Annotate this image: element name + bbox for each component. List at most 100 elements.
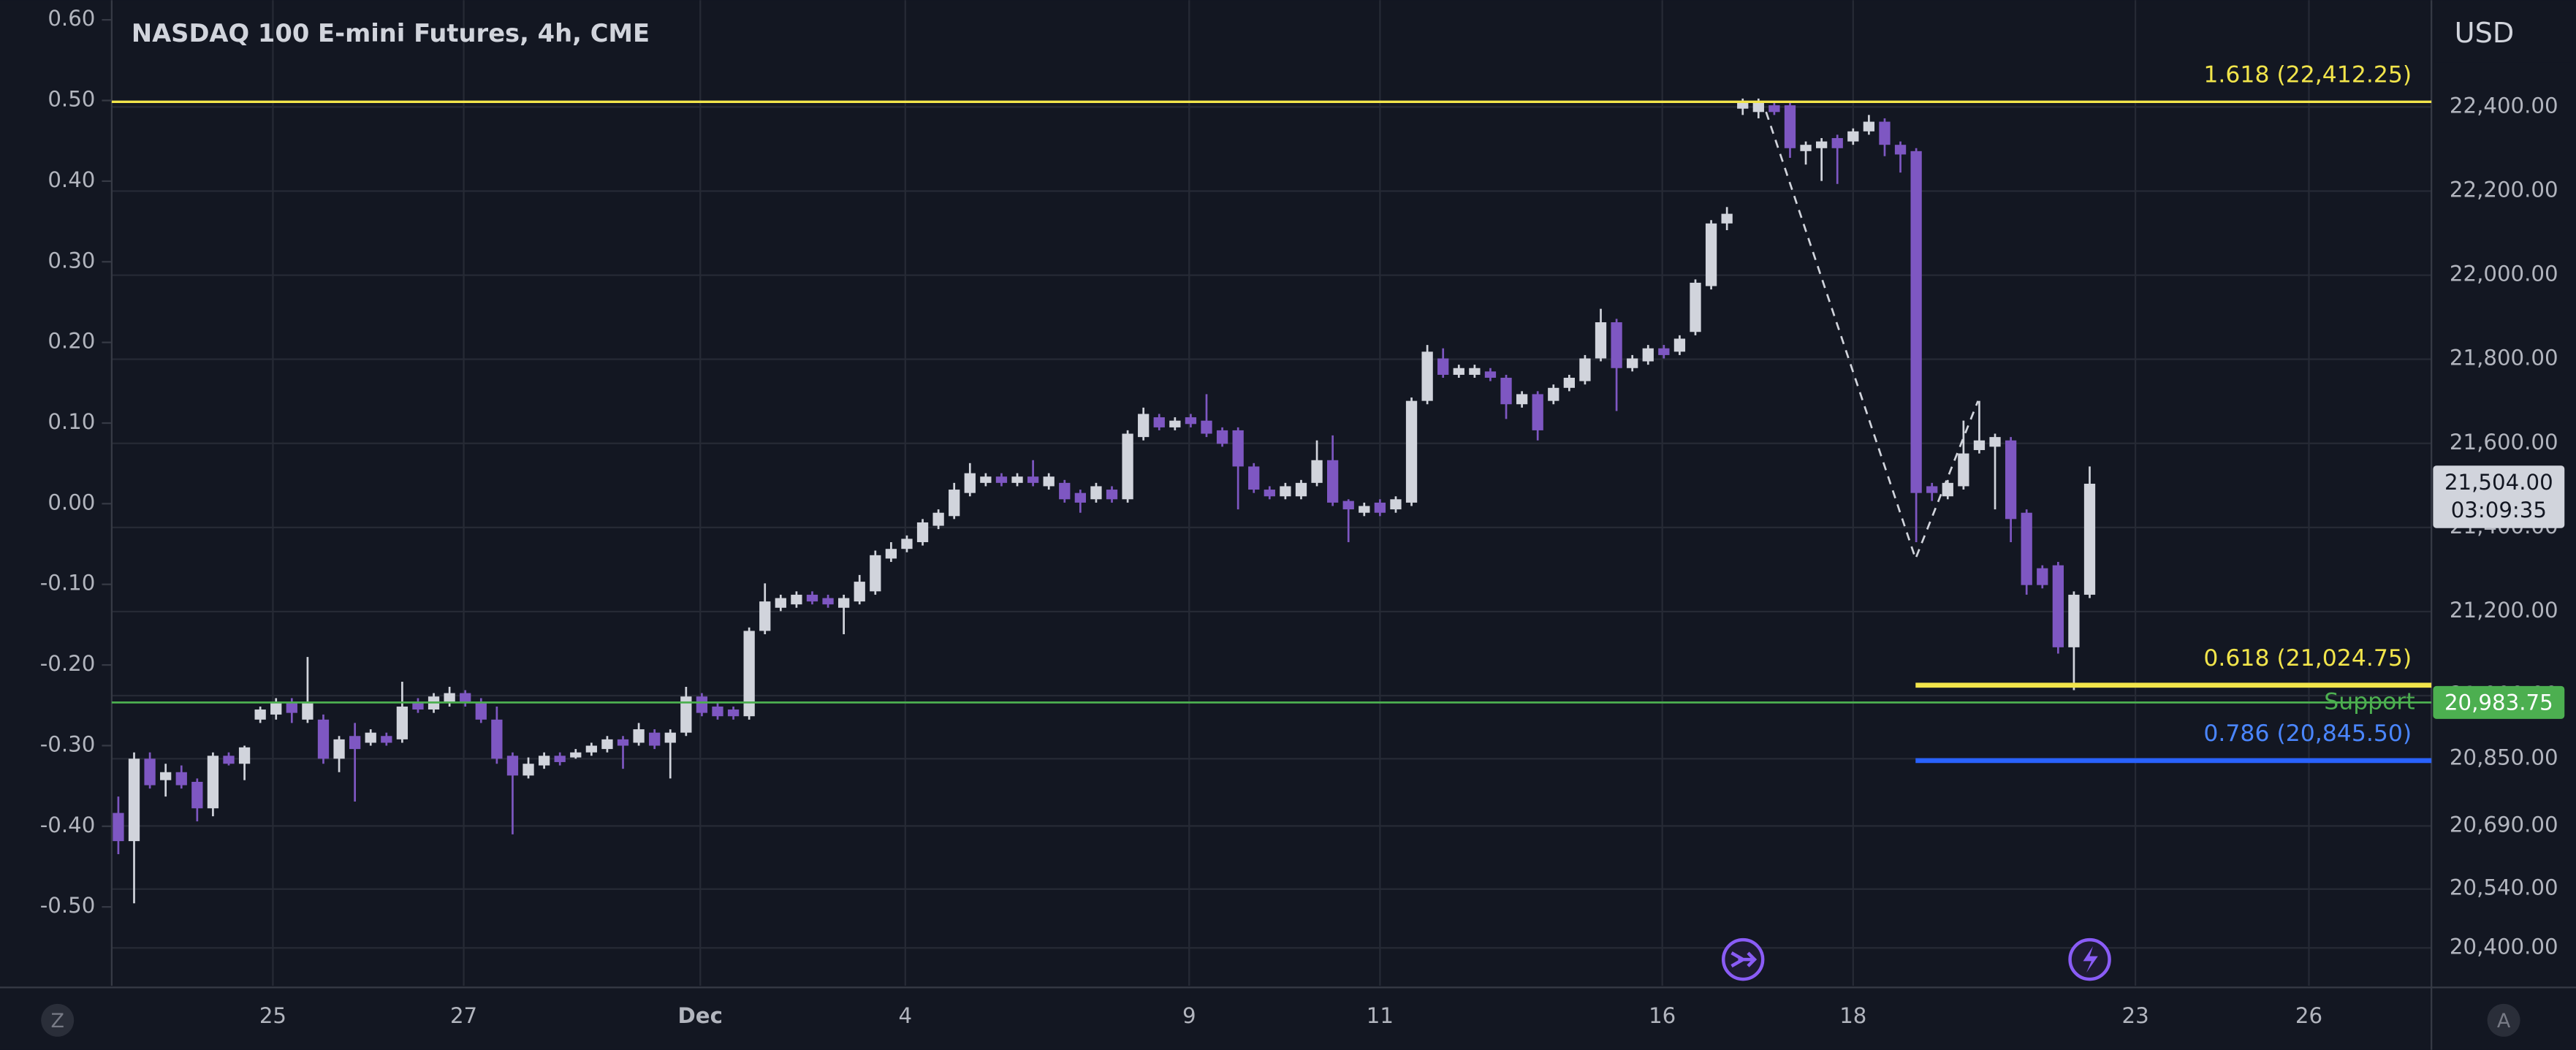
abc-drawing bbox=[1765, 111, 1979, 562]
candle-body bbox=[1011, 476, 1023, 483]
earnings-icon[interactable] bbox=[2068, 937, 2111, 981]
candle-body bbox=[1153, 417, 1165, 427]
candle-body bbox=[1295, 482, 1307, 497]
candle-body bbox=[1563, 377, 1575, 388]
candle-body bbox=[2083, 484, 2096, 595]
y2-tick-label: 0.50 bbox=[48, 87, 95, 112]
candle-body bbox=[791, 594, 802, 605]
candle-body bbox=[1469, 368, 1481, 375]
candle-body bbox=[1280, 486, 1291, 497]
candle-body bbox=[995, 476, 1008, 483]
candle-body bbox=[1548, 387, 1559, 401]
candle-body bbox=[381, 736, 392, 743]
candle-body bbox=[1705, 223, 1717, 286]
y2-tick-label: -0.30 bbox=[40, 731, 96, 756]
candle-body bbox=[2052, 565, 2064, 647]
y-tick-label: 20,400.00 bbox=[2450, 934, 2558, 959]
candle-body bbox=[1342, 501, 1354, 510]
candle-body bbox=[1374, 502, 1386, 513]
candle-body bbox=[1421, 351, 1433, 401]
candle-body bbox=[113, 813, 124, 842]
fib-level-label: 0.786 (20,845.50) bbox=[2203, 720, 2412, 747]
y2-tick-label: -0.40 bbox=[40, 813, 96, 837]
candle-body bbox=[1532, 394, 1543, 430]
candle-body bbox=[633, 729, 645, 743]
candle-body bbox=[1627, 358, 1638, 368]
candle-body bbox=[365, 732, 376, 743]
support-price-label: 20,983.75 bbox=[2444, 691, 2553, 715]
candle-body bbox=[2005, 440, 2017, 520]
candle-body bbox=[1059, 482, 1071, 500]
candle-body bbox=[806, 594, 818, 602]
candle-body bbox=[854, 582, 865, 602]
y2-tick-label: -0.50 bbox=[40, 893, 96, 918]
candle-body bbox=[160, 772, 172, 780]
labels: 25 27 Dec 4 9 11 16 18 23 26 22,400.00 22,200.00 22,… bbox=[40, 6, 2565, 1028]
candle-body bbox=[175, 772, 187, 785]
candle-body bbox=[333, 739, 345, 759]
fib-level-label: 1.618 (22,412.25) bbox=[2203, 61, 2412, 88]
right-button-label[interactable]: A bbox=[2497, 1010, 2511, 1032]
candle-body bbox=[475, 703, 487, 720]
candle-body bbox=[223, 756, 235, 764]
right-button[interactable] bbox=[2487, 1003, 2520, 1037]
candle-body bbox=[286, 703, 297, 713]
candle-body bbox=[585, 745, 597, 753]
event-icon[interactable] bbox=[1721, 937, 1765, 981]
candle-body bbox=[901, 539, 913, 549]
candle-body bbox=[1500, 377, 1512, 405]
candle-body bbox=[1043, 476, 1055, 487]
left-button[interactable] bbox=[41, 1003, 75, 1037]
candle-body bbox=[916, 522, 929, 542]
candle-body bbox=[1169, 420, 1181, 427]
x-tick-label: 4 bbox=[899, 1003, 913, 1028]
fib-level-label: 0.618 (21,024.75) bbox=[2203, 645, 2412, 672]
candle-body bbox=[1185, 417, 1197, 425]
candle-body bbox=[2068, 594, 2080, 647]
candle-body bbox=[491, 719, 503, 759]
candle-body bbox=[1658, 348, 1670, 355]
candle-body bbox=[538, 756, 550, 766]
candle-body bbox=[617, 739, 629, 746]
candle-body bbox=[570, 752, 582, 758]
y2-tick-label: 0.10 bbox=[48, 409, 95, 434]
candle-body bbox=[412, 703, 424, 710]
candle-body bbox=[1516, 394, 1528, 405]
currency-box[interactable] bbox=[2434, 7, 2573, 63]
candle-body bbox=[270, 703, 282, 715]
candle-body bbox=[1090, 486, 1102, 500]
candle-body bbox=[317, 719, 330, 759]
candle-body bbox=[885, 549, 897, 559]
candle-body bbox=[1926, 486, 1938, 493]
y-tick-label: 20,850.00 bbox=[2450, 745, 2558, 769]
candle-body bbox=[1768, 105, 1780, 113]
candle-body bbox=[949, 490, 960, 517]
candle-body bbox=[238, 747, 251, 764]
candle-body bbox=[1201, 420, 1212, 434]
support-price-tag bbox=[2433, 685, 2565, 719]
candle-body bbox=[1579, 358, 1591, 381]
candle-body bbox=[1484, 371, 1497, 378]
candle-body bbox=[838, 598, 850, 608]
candle-body bbox=[1359, 506, 1370, 513]
candle-body bbox=[822, 598, 834, 605]
chart-title: NASDAQ 100 E-mini Futures, 4h, CME bbox=[132, 19, 650, 47]
candle-body bbox=[1311, 460, 1323, 483]
x-tick-label: 27 bbox=[450, 1003, 477, 1028]
candle-body bbox=[743, 631, 755, 717]
currency[interactable]: USD bbox=[2455, 18, 2515, 50]
candle-body bbox=[2037, 568, 2048, 585]
candle-body bbox=[932, 512, 944, 526]
left-button-label[interactable]: Z bbox=[50, 1010, 64, 1032]
candle-body bbox=[1863, 121, 1875, 132]
candle-body bbox=[144, 758, 156, 785]
x-tick-label: 26 bbox=[2295, 1003, 2322, 1028]
x-tick-label: 23 bbox=[2122, 1003, 2149, 1028]
candle-body bbox=[1642, 348, 1654, 362]
candle-body bbox=[1264, 490, 1275, 497]
candle-body bbox=[1958, 453, 1969, 487]
support-label: Support bbox=[2324, 688, 2414, 715]
candle-body bbox=[1816, 141, 1828, 148]
candle-body bbox=[1437, 358, 1449, 375]
